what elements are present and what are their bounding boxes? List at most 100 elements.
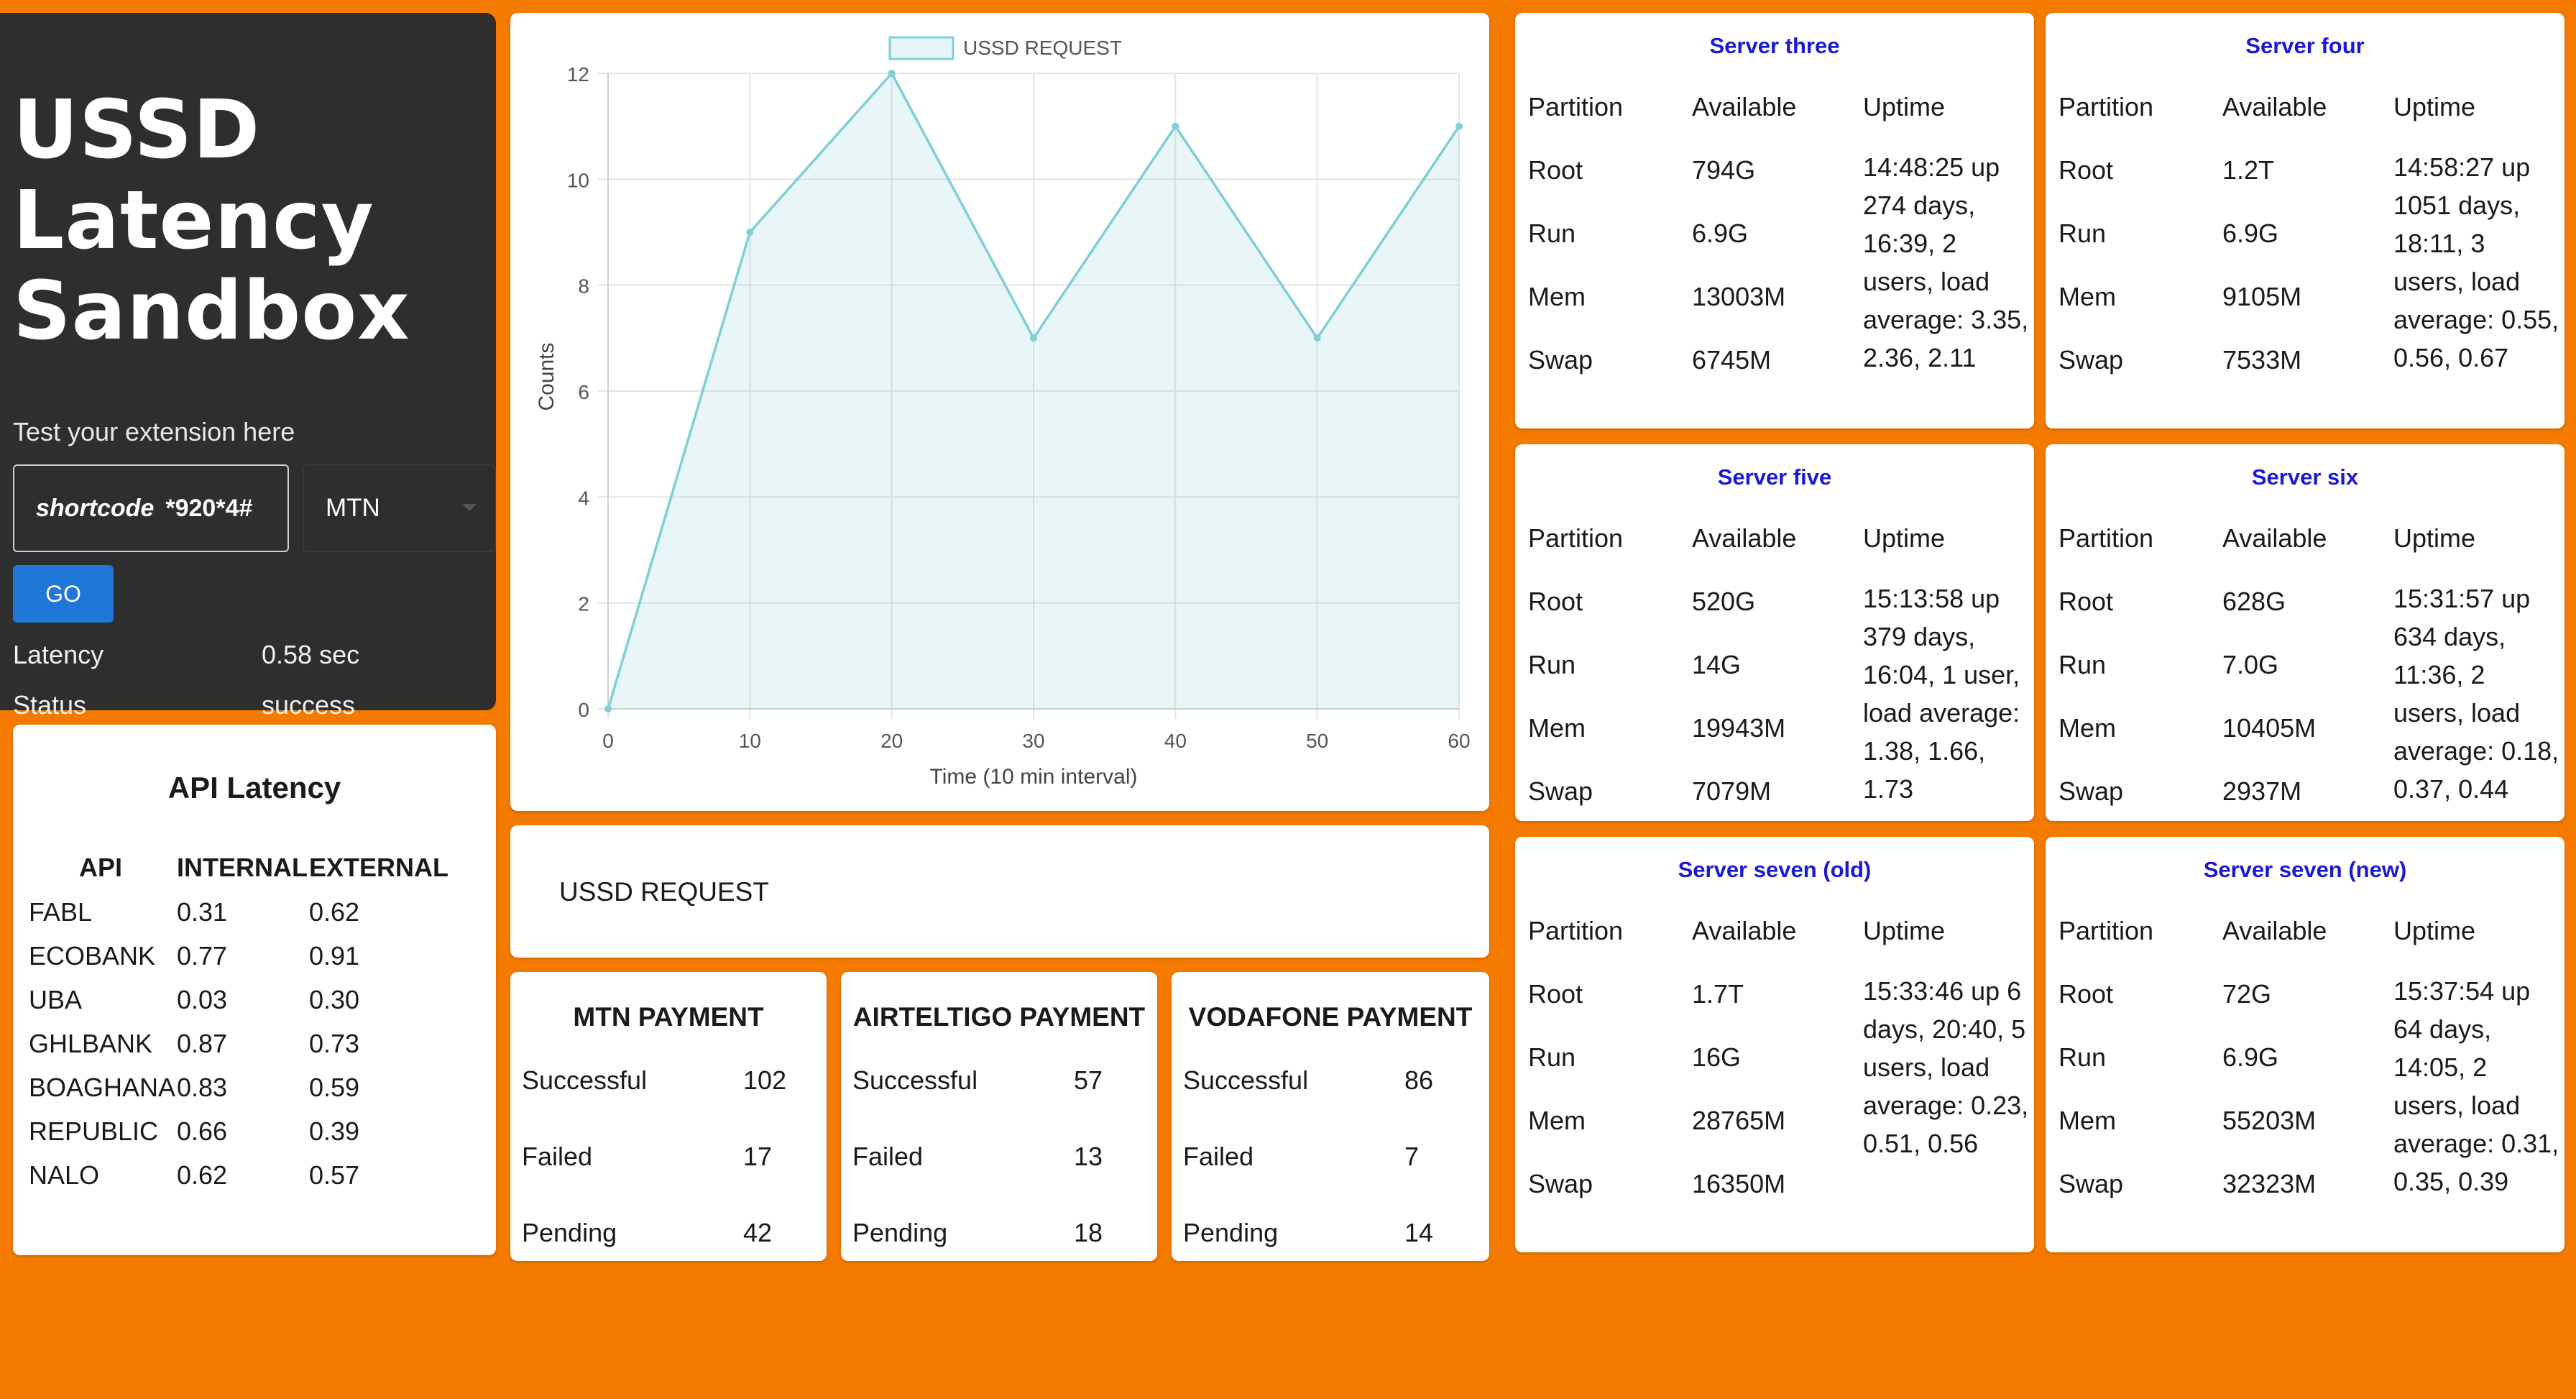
partition-available: 72G (2222, 979, 2272, 1009)
partition-name: Run (1528, 1042, 1576, 1072)
server-card: Server three Partition Available Uptime Root… (1515, 13, 2034, 428)
table-row: NALO 0.62 0.57 (29, 1153, 448, 1197)
successful-count: 57 (1074, 1065, 1103, 1095)
internal-value: 0.83 (177, 1072, 228, 1102)
partition-available: 6.9G (2222, 1042, 2279, 1072)
server-uptime: 15:13:58 up 379 days, 16:04, 1 user, loa… (1863, 584, 2020, 804)
failed-label: Failed (522, 1142, 593, 1171)
data-point (1030, 334, 1037, 342)
network-select[interactable]: MTN (303, 464, 496, 552)
latency-label: Latency (13, 640, 104, 669)
server-col-header: Uptime (1863, 523, 1946, 553)
partition-name: Mem (2058, 1106, 2116, 1135)
failed-row: Failed 7 (1183, 1142, 1419, 1172)
table-header: API INTERNAL EXTERNAL (29, 845, 448, 890)
failed-row: Failed 17 (522, 1142, 772, 1172)
shortcode-value: *920*4# (165, 494, 253, 522)
server-uptime: 14:48:25 up 274 days, 16:39, 2 users, lo… (1863, 152, 2029, 372)
server-col-header: Available (1692, 92, 1797, 121)
x-tick-label: 40 (1164, 730, 1187, 752)
partition-available: 14G (1692, 650, 1742, 679)
partition-name: Run (2058, 1042, 2107, 1072)
partition-available: 7079M (1692, 776, 1772, 806)
partition-available: 794G (1692, 155, 1756, 185)
data-point (604, 705, 612, 712)
page-title: USSD Latency Sandbox (13, 85, 410, 357)
api-latency-card: API Latency API INTERNAL EXTERNAL FABL 0.… (13, 725, 496, 1255)
partition-available: 55203M (2222, 1106, 2317, 1135)
partition-name: Run (2058, 219, 2107, 248)
failed-label: Failed (852, 1142, 924, 1171)
partition-available: 1.2T (2222, 155, 2275, 185)
series-area (608, 73, 1459, 709)
partition-name: Run (1528, 219, 1576, 248)
api-name: ECOBANK (29, 940, 156, 971)
internal-value: 0.31 (177, 896, 228, 927)
y-tick-label: 10 (567, 169, 589, 191)
title-line: Latency (13, 174, 374, 267)
api-name: BOAGHANA (29, 1072, 176, 1102)
server-card: Server six Partition Available Uptime Root 62… (2046, 444, 2564, 821)
partition-name: Root (2058, 587, 2114, 616)
network-value: MTN (326, 494, 380, 522)
successful-count: 102 (743, 1065, 787, 1095)
y-tick-label: 2 (578, 593, 589, 615)
data-point (746, 229, 754, 236)
shortcode-input[interactable]: shortcode *920*4# (13, 464, 289, 552)
x-axis-title: Time (10 min interval) (930, 765, 1138, 789)
partition-name: Swap (2058, 345, 2124, 375)
partition-name: Root (1528, 587, 1583, 616)
latency-row: Latency 0.58 sec (13, 640, 359, 670)
partition-name: Mem (1528, 282, 1586, 311)
partition-name: Root (1528, 155, 1583, 185)
chevron-down-icon (462, 504, 477, 511)
server-card: Server four Partition Available Uptime Root 1… (2046, 13, 2564, 428)
server-name: Server five (1717, 464, 1832, 490)
table-row: UBA 0.03 0.30 (29, 978, 448, 1022)
table-row: REPUBLIC 0.66 0.39 (29, 1109, 448, 1153)
pending-count: 18 (1074, 1218, 1103, 1247)
server-col-header: Available (2222, 92, 2327, 121)
server-col-header: Available (1692, 523, 1797, 553)
status-value: success (262, 690, 356, 720)
pending-label: Pending (852, 1218, 948, 1247)
external-value: 0.30 (309, 984, 360, 1014)
failed-count: 7 (1404, 1142, 1420, 1171)
external-value: 0.59 (309, 1072, 360, 1102)
failed-count: 17 (743, 1142, 773, 1171)
server-col-header: Available (2222, 523, 2327, 553)
x-tick-label: 0 (602, 730, 614, 752)
server-col-header: Available (2222, 916, 2327, 945)
partition-name: Swap (1528, 776, 1593, 806)
server-uptime: 14:58:27 up 1051 days, 18:11, 3 users, l… (2393, 152, 2559, 372)
server-col-header: Partition (1528, 523, 1624, 553)
partition-available: 9105M (2222, 282, 2302, 311)
y-tick-label: 0 (578, 699, 589, 721)
server-col-header: Uptime (2393, 523, 2476, 553)
api-latency-table: API INTERNAL EXTERNAL FABL 0.31 0.62 ECOBA… (29, 845, 448, 1197)
server-col-header: Uptime (2393, 92, 2476, 121)
server-col-header: Partition (1528, 92, 1624, 121)
successful-row: Successful 102 (522, 1065, 786, 1096)
server-card: Server five Partition Available Uptime Root 5… (1515, 444, 2034, 821)
pending-count: 42 (743, 1218, 773, 1247)
server-name: Server three (1709, 33, 1840, 58)
server-uptime: 15:37:54 up 64 days, 14:05, 2 users, loa… (2393, 976, 2559, 1196)
payment-title: AIRTELTIGO PAYMENT (852, 1002, 1146, 1032)
ussd-request-label: USSD REQUEST (559, 877, 769, 907)
go-button[interactable]: GO (13, 565, 114, 623)
payment-title: VODAFONE PAYMENT (1188, 1002, 1473, 1032)
partition-name: Swap (1528, 1169, 1593, 1198)
data-point (888, 70, 896, 77)
server-name: Server four (2245, 33, 2365, 58)
table-row: FABL 0.31 0.62 (29, 890, 448, 934)
partition-available: 2937M (2222, 776, 2302, 806)
status-label: Status (13, 690, 87, 720)
server-card: Server seven (old) Partition Available Upti… (1515, 837, 2034, 1252)
api-latency-title: API Latency (167, 771, 341, 804)
external-value: 0.62 (309, 896, 360, 927)
partition-available: 1.7T (1692, 979, 1744, 1009)
airteltigo-payment-card: AIRTELTIGO PAYMENT Successful 57 Failed 13… (841, 972, 1157, 1261)
external-value: 0.57 (309, 1160, 360, 1190)
ussd-request-chart-card: 0 2 4 6 8 10 12 0 10 20 30 40 50 60 USSD REQUEST Time (… (510, 13, 1489, 811)
